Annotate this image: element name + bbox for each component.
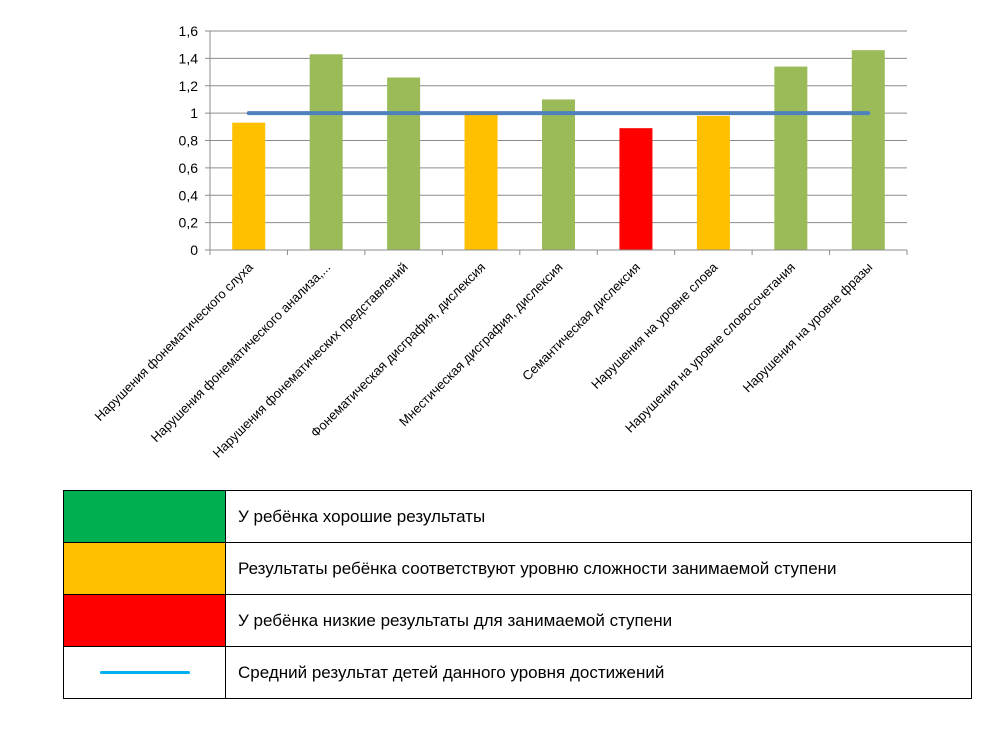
legend-row-low: У ребёнка низкие результаты для занимаем… xyxy=(63,594,972,647)
bar xyxy=(232,122,266,250)
bar xyxy=(387,77,421,250)
legend-table: У ребёнка хорошие результаты Результаты … xyxy=(63,490,972,699)
y-tick-label: 0,6 xyxy=(179,160,199,176)
legend-row-average: Средний результат детей данного уровня д… xyxy=(63,646,972,699)
bar xyxy=(464,114,498,251)
legend-text-average: Средний результат детей данного уровня д… xyxy=(225,646,972,699)
y-tick-label: 1,2 xyxy=(179,78,199,94)
bar xyxy=(309,54,343,250)
x-category-label: Нарушения на уровне словосочетания xyxy=(622,260,798,436)
legend-line-sample xyxy=(99,671,190,674)
legend-text-low: У ребёнка низкие результаты для занимаем… xyxy=(225,594,972,647)
bar xyxy=(774,66,808,251)
axes xyxy=(209,31,908,255)
y-tick-label: 1,6 xyxy=(179,23,199,39)
bar xyxy=(619,128,653,250)
y-tick-label: 1 xyxy=(190,105,198,121)
y-tick-label: 1,4 xyxy=(179,50,199,66)
legend-row-medium: Результаты ребёнка соответствуют уровню … xyxy=(63,542,972,595)
bar xyxy=(696,115,730,250)
x-category-label: Фонематическая дисграфия, дислексия xyxy=(307,260,488,441)
bar xyxy=(851,50,885,250)
y-tick-label: 0,2 xyxy=(179,215,199,231)
x-category-label: Мнестическая дисграфия, дислексия xyxy=(396,260,566,430)
y-tick-label: 0,8 xyxy=(179,133,199,149)
legend-swatch-red xyxy=(63,594,226,647)
legend-swatch-line xyxy=(63,646,226,699)
bar-chart: 0 0,2 0,4 0,6 0,8 1 1,2 1,4 1,6 Нарушения фонема… xyxy=(91,23,908,461)
legend-text-good: У ребёнка хорошие результаты xyxy=(225,490,972,543)
x-category-label: Нарушения на уровне фразы xyxy=(740,260,876,396)
legend-swatch-green xyxy=(63,490,226,543)
bars xyxy=(232,50,885,251)
y-tick-label: 0,4 xyxy=(179,187,199,203)
y-axis-ticks: 0 0,2 0,4 0,6 0,8 1 1,2 1,4 1,6 xyxy=(179,23,210,258)
bar xyxy=(542,99,575,250)
x-axis-labels: Нарушения фонематического слухаНарушения… xyxy=(91,259,875,461)
x-category-label: Нарушения на уровне слова xyxy=(588,259,721,392)
x-category-label: Нарушения фонематического анализа,... xyxy=(148,260,334,446)
x-category-label: Нарушения фонематического слуха xyxy=(91,259,256,424)
legend-row-good: У ребёнка хорошие результаты xyxy=(63,490,972,543)
legend-swatch-yellow xyxy=(63,542,226,595)
y-tick-label: 0 xyxy=(190,242,198,258)
legend-text-medium: Результаты ребёнка соответствуют уровню … xyxy=(225,542,972,595)
